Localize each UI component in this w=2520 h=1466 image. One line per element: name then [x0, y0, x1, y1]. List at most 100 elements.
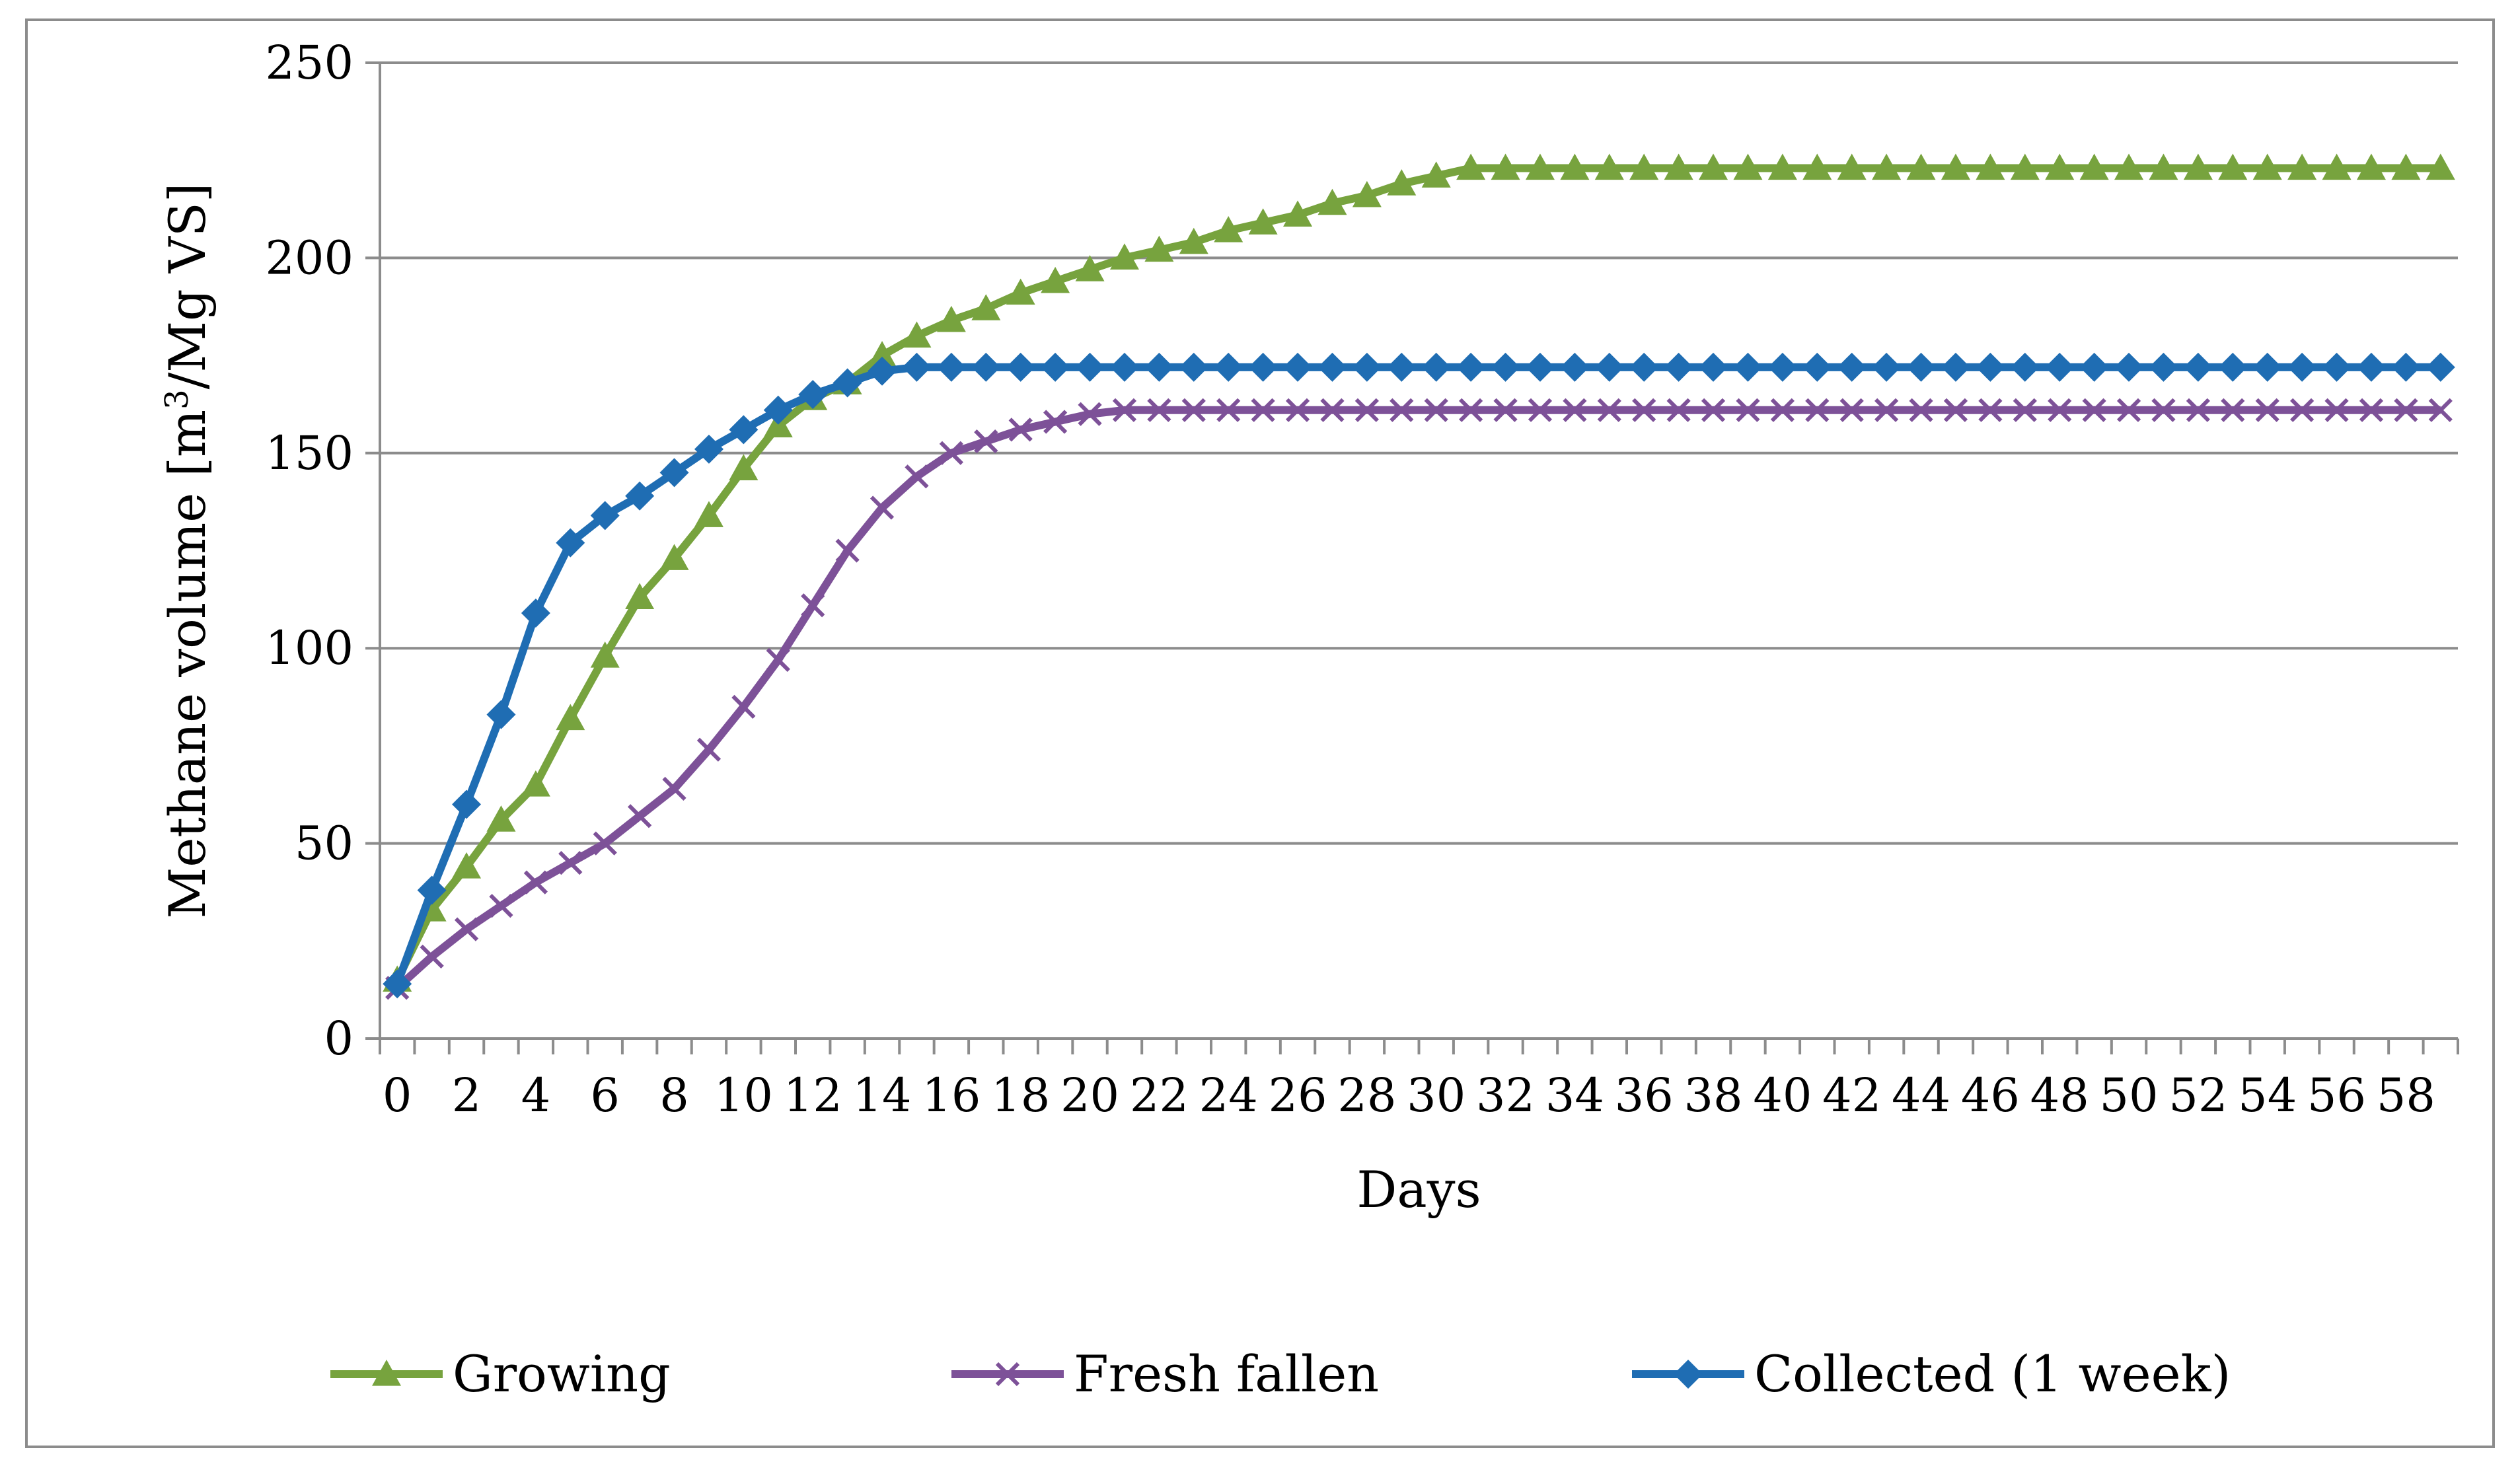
data-point-fresh-fallen — [1390, 398, 1414, 422]
data-point-collected-1-week — [1733, 352, 1763, 382]
data-point-fresh-fallen — [1736, 398, 1760, 422]
data-point-growing — [1906, 153, 1936, 180]
data-point-fresh-fallen — [905, 464, 929, 489]
data-point-collected-1-week — [1144, 352, 1174, 382]
x-tick-label: 4 — [521, 1068, 551, 1122]
y-axis-title: Methane volume [m3/Mg VS] — [158, 183, 217, 919]
data-point-growing — [1421, 161, 1451, 188]
data-point-fresh-fallen — [731, 694, 756, 719]
x-axis-title: Days — [1356, 1160, 1481, 1219]
series-layer — [383, 153, 2455, 1000]
data-point-collected-1-week — [1214, 352, 1243, 382]
data-point-fresh-fallen — [939, 441, 963, 465]
data-point-fresh-fallen — [1978, 398, 2003, 422]
data-point-collected-1-week — [2252, 352, 2282, 382]
y-tick-label: 250 — [265, 36, 353, 90]
data-point-collected-1-week — [590, 501, 620, 531]
data-point-fresh-fallen — [2151, 398, 2176, 422]
data-point-collected-1-week — [2426, 352, 2455, 382]
legend-label-fresh-fallen: Fresh fallen — [1074, 1344, 1379, 1403]
data-point-collected-1-week — [1248, 352, 1278, 382]
data-point-growing — [2218, 153, 2248, 180]
data-point-collected-1-week — [694, 434, 723, 464]
data-point-growing — [1248, 208, 1278, 235]
series-fresh-fallen — [385, 398, 2453, 1000]
data-point-fresh-fallen — [2013, 398, 2037, 422]
x-tick-label: 58 — [2377, 1068, 2435, 1122]
x-tick-label: 52 — [2168, 1068, 2227, 1122]
data-point-collected-1-week — [1560, 352, 1590, 382]
data-point-collected-1-week — [1664, 352, 1693, 382]
data-point-growing — [1352, 180, 1382, 207]
data-point-collected-1-week — [1837, 352, 1867, 382]
y-axis-title-unit: /Mg VS] — [158, 183, 217, 390]
data-point-growing — [1491, 153, 1520, 180]
x-tick-label: 44 — [1892, 1068, 1950, 1122]
data-point-collected-1-week — [1941, 352, 1970, 382]
data-point-growing — [2149, 153, 2178, 180]
legend-item-fresh-fallen: Fresh fallen — [951, 1344, 1379, 1403]
data-point-fresh-fallen — [1043, 410, 1068, 434]
data-point-growing — [902, 321, 932, 348]
data-point-fresh-fallen — [1770, 398, 1795, 422]
data-point-growing — [1941, 153, 1970, 180]
legend-marker-fresh-fallen — [995, 1362, 1020, 1387]
y-tick-label: 100 — [265, 621, 353, 675]
data-point-growing — [1006, 278, 1035, 305]
data-point-collected-1-week — [1179, 352, 1208, 382]
grid-layer — [380, 61, 2458, 845]
x-tick-label: 24 — [1199, 1068, 1258, 1122]
y-tick-label: 150 — [265, 426, 353, 480]
data-point-fresh-fallen — [1424, 398, 1448, 422]
data-point-fresh-fallen — [1078, 402, 1102, 426]
data-point-fresh-fallen — [1909, 398, 1933, 422]
data-point-fresh-fallen — [1597, 398, 1621, 422]
x-tick-label: 14 — [853, 1068, 912, 1122]
data-point-collected-1-week — [452, 789, 482, 819]
x-tick-label: 2 — [452, 1068, 482, 1122]
data-point-growing — [2322, 153, 2352, 180]
data-point-growing — [1075, 255, 1105, 281]
y-tick-label: 50 — [295, 817, 353, 871]
data-point-growing — [1214, 216, 1243, 242]
x-tick-label: 48 — [2030, 1068, 2089, 1122]
data-point-collected-1-week — [417, 875, 447, 905]
data-point-growing — [1179, 227, 1208, 254]
data-point-collected-1-week — [1525, 352, 1555, 382]
data-point-collected-1-week — [2391, 352, 2421, 382]
data-point-collected-1-week — [2322, 352, 2352, 382]
data-point-growing — [1872, 153, 1902, 180]
data-point-growing — [1837, 153, 1867, 180]
x-tick-label: 38 — [1684, 1068, 1743, 1122]
legend-label-growing: Growing — [453, 1344, 671, 1403]
x-tick-label: 50 — [2100, 1068, 2159, 1122]
data-point-fresh-fallen — [1216, 398, 1241, 422]
data-point-fresh-fallen — [1354, 398, 1379, 422]
data-point-collected-1-week — [2287, 352, 2317, 382]
data-point-growing — [1041, 266, 1070, 293]
x-tick-label: 34 — [1545, 1068, 1604, 1122]
data-point-growing — [1144, 235, 1174, 262]
data-point-collected-1-week — [1906, 352, 1936, 382]
data-point-fresh-fallen — [2255, 398, 2279, 422]
data-point-growing — [1802, 153, 1832, 180]
data-point-collected-1-week — [1767, 352, 1797, 382]
data-point-fresh-fallen — [1008, 418, 1033, 442]
data-point-collected-1-week — [383, 969, 412, 999]
data-point-collected-1-week — [2045, 352, 2075, 382]
data-point-fresh-fallen — [1805, 398, 1830, 422]
x-tick-label: 54 — [2238, 1068, 2297, 1122]
y-tick-label: 200 — [265, 231, 353, 285]
data-point-growing — [659, 544, 689, 570]
data-point-growing — [1767, 153, 1797, 180]
data-point-growing — [1560, 153, 1590, 180]
data-point-growing — [868, 341, 897, 367]
x-tick-label: 22 — [1130, 1068, 1189, 1122]
legend: Growing Fresh fallen Collected (1 week) — [330, 1344, 2231, 1403]
data-point-collected-1-week — [556, 528, 585, 558]
data-point-collected-1-week — [1109, 352, 1139, 382]
data-point-fresh-fallen — [2394, 398, 2418, 422]
data-point-collected-1-week — [1317, 352, 1347, 382]
